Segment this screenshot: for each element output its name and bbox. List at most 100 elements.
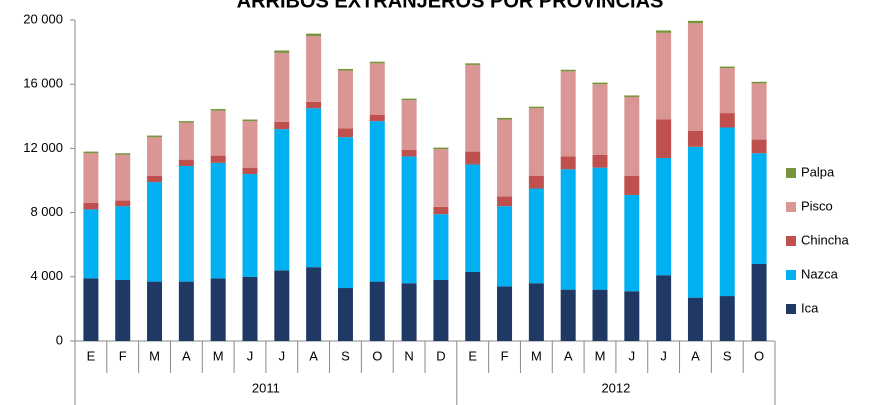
bar-segment [178,122,194,160]
x-tick-label: S [723,348,732,363]
x-tick-label: M [149,348,160,363]
x-tick-label: J [660,348,667,363]
bar-segment [465,164,481,272]
y-tick-label: 20 000 [23,11,63,26]
bar-segment [337,288,353,341]
x-tick-label: D [436,348,445,363]
bar-segment [369,114,385,122]
bar-segment [242,276,258,341]
y-tick-label: 12 000 [23,140,63,155]
bar-segment [687,297,703,341]
legend-swatch [786,304,796,314]
bar-segment [497,117,513,120]
bar-segment [656,119,672,159]
bar-segment [656,275,672,341]
bar-segment [274,121,290,130]
bar-segment [369,63,385,115]
bar-segment [719,68,735,114]
bar-segment [528,108,544,176]
bar-segment [369,281,385,341]
bar-segment [751,83,767,140]
bar-segment [592,154,608,168]
bar-segment [592,82,608,85]
bar-segment [592,167,608,290]
bar-segment [115,206,131,281]
legend-swatch [786,168,796,178]
bar-segment [687,146,703,298]
bar-segment [369,61,385,64]
bar-segment [115,153,131,155]
x-tick-label: M [531,348,542,363]
bar-segment [115,280,131,341]
bar-segment [528,106,544,109]
bar-segment [751,263,767,341]
y-tick-label: 4 000 [30,268,63,283]
bar-segment [337,137,353,289]
bar-segment [337,68,353,71]
bar-segment [751,153,767,264]
bar-segment [624,194,640,292]
bar-segment [401,283,417,341]
bar-segment [401,98,417,101]
legend-label: Nazca [801,266,839,281]
bar-segment [751,139,767,154]
bar-segment [560,289,576,341]
bar-segment [687,20,703,24]
bar-segment [306,33,322,37]
bar-segment [528,175,544,189]
x-tick-label: A [309,348,318,363]
x-tick-label: E [468,348,477,363]
bar-segment [147,175,163,183]
legend-label: Ica [801,300,819,315]
bar-segment [719,127,735,297]
bar-segment [274,52,290,122]
x-tick-label: F [119,348,127,363]
bar-segment [178,281,194,341]
bar-segment [147,137,163,176]
bar-segment [465,63,481,65]
bar-segment [751,81,767,84]
bar-segment [274,50,290,53]
bar-segment [687,130,703,147]
chart-title: ARRIBOS EXTRANJEROS POR PROVINCIAS [237,0,664,12]
bar-segment [210,109,226,111]
bar-segment [433,149,449,207]
bar-segment [306,101,322,109]
bar-segment [592,84,608,155]
bar-segment [624,291,640,341]
bar-segment [497,206,513,287]
bar-segment [465,151,481,165]
legend-swatch [786,236,796,246]
bar-segment [624,95,640,98]
bar-segment [274,270,290,341]
bar-segment [242,121,258,168]
bar-segment [433,280,449,341]
legend-swatch [786,202,796,212]
bar-segment [147,281,163,341]
legend-swatch [786,270,796,280]
bar-segment [592,289,608,341]
x-tick-label: A [182,348,191,363]
x-tick-label: A [564,348,573,363]
group-label: 2012 [601,380,630,395]
legend-label: Pisco [801,198,833,213]
bar-segment [401,100,417,151]
bar-segment [497,196,513,207]
bar-segment [465,64,481,152]
bar-segment [306,36,322,102]
x-tick-label: N [404,348,413,363]
bar-segment [560,71,576,157]
bar-segment [242,174,258,277]
group-label: 2011 [252,380,280,395]
bar-segment [178,121,194,123]
x-tick-label: J [279,348,286,363]
x-tick-label: A [691,348,700,363]
bar-segment [719,296,735,341]
bar-segment [433,206,449,215]
bar-segment [178,166,194,282]
bar-segment [719,113,735,128]
bar-segment [242,119,258,122]
x-tick-label: F [501,348,509,363]
x-tick-label: O [372,348,382,363]
